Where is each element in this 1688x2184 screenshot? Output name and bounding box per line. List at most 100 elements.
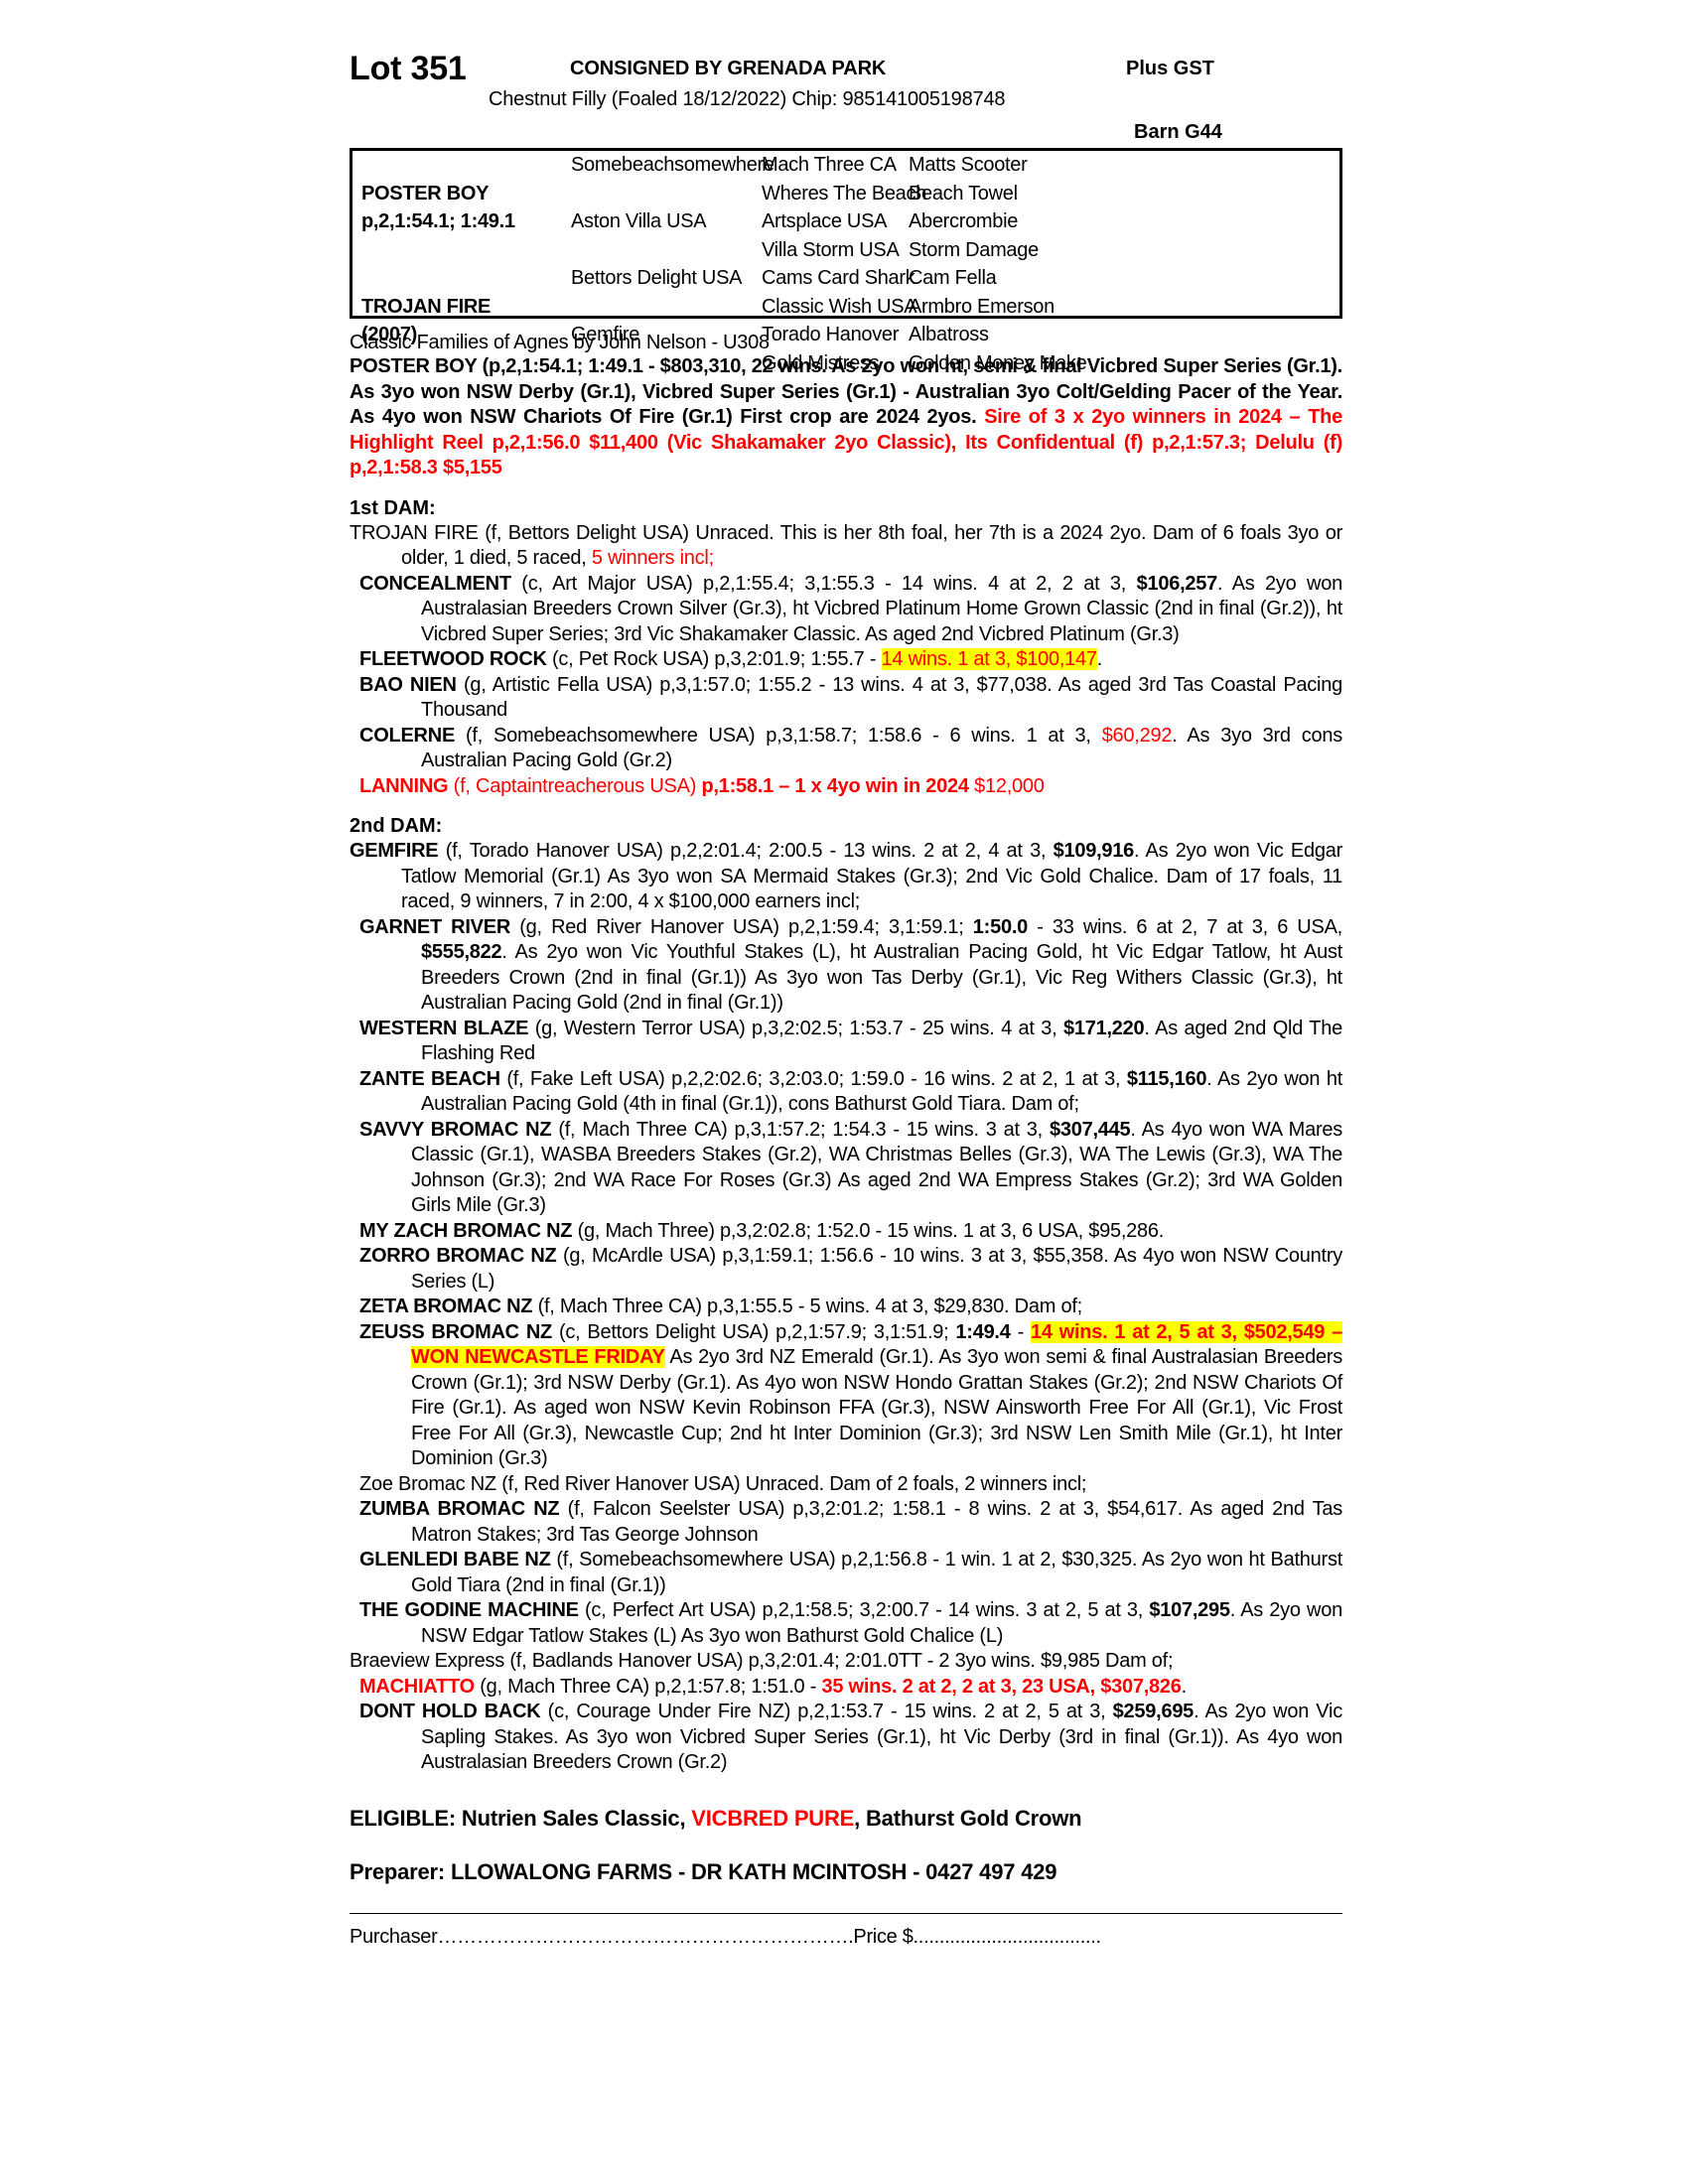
pedigree-col-parents: Somebeachsomewhere Aston Villa USA Betto… bbox=[571, 151, 774, 345]
entry-tail: . As 2yo won Vic Edgar Tatlow Memorial (… bbox=[401, 840, 1342, 912]
entry-name: ZANTE BEACH bbox=[359, 1067, 500, 1090]
entry-garnet-river: GARNET RIVER (g, Red River Hanover USA) … bbox=[350, 915, 1342, 1017]
entry-name: FLEETWOOD ROCK bbox=[359, 648, 547, 670]
pedigree-sire-name: POSTER BOY bbox=[361, 182, 490, 205]
entry-savvy-bromac: SAVVY BROMAC NZ (f, Mach Three CA) p,3,1… bbox=[350, 1118, 1342, 1219]
entry-detail: (g, Western Terror USA) p,3,2:02.5; 1:53… bbox=[528, 1017, 1063, 1039]
entry-name: DONT HOLD BACK bbox=[359, 1701, 541, 1722]
pedigree-gen2-8: Gold Mistress bbox=[762, 351, 880, 374]
entry-name: GEMFIRE bbox=[350, 840, 439, 862]
entry-detail: (f, Mach Three CA) p,3,1:57.2; 1:54.3 - … bbox=[551, 1118, 1050, 1141]
sire-paragraph-black: POSTER BOY (p,2,1:54.1; 1:49.1 - $803,31… bbox=[350, 355, 1342, 428]
entry-money: $106,257 bbox=[1136, 572, 1218, 595]
entry-money: $307,445 bbox=[1049, 1118, 1131, 1141]
entry-name: ZEUSS BROMAC NZ bbox=[359, 1320, 552, 1343]
entry-money: $109,916 bbox=[1053, 840, 1135, 862]
entry-zumba-bromac: ZUMBA BROMAC NZ (f, Falcon Seelster USA)… bbox=[350, 1497, 1342, 1548]
classic-families-line: Classic Families of Agnes by John Nelson… bbox=[350, 332, 770, 353]
entry-name: COLERNE bbox=[359, 724, 456, 747]
pedigree-gen2-6: Classic Wish USA bbox=[762, 295, 917, 318]
entry-money: $555,822 bbox=[421, 941, 502, 963]
entry-detail: (f, Somebeachsomewhere USA) p,3,1:58.7; … bbox=[455, 724, 1102, 747]
entry-name: GARNET RIVER bbox=[359, 915, 511, 938]
pedigree-gen3-2: Beach Towel bbox=[909, 182, 1018, 205]
entry-detail: (c, Pet Rock USA) p,3,2:01.9; 1:55.7 - bbox=[546, 648, 882, 670]
second-dam-heading: 2nd DAM: bbox=[350, 815, 443, 837]
entry-name: ZORRO BROMAC NZ bbox=[359, 1245, 557, 1267]
entry-time: 1:50.0 bbox=[972, 915, 1029, 938]
pedigree-gen2-2: Wheres The Beach bbox=[762, 182, 927, 205]
entry-detail: (f, Fake Left USA) p,2,2:02.6; 3,2:03.0;… bbox=[499, 1067, 1127, 1090]
sire-paragraph-red: Sire of 3 x 2yo winners in 2024 – The Hi… bbox=[350, 406, 1343, 478]
entry-highlight: 14 wins. 1 at 3, $100,147 bbox=[881, 648, 1097, 670]
entry-time: 1:49.4 bbox=[955, 1320, 1011, 1343]
entry-godine-machine: THE GODINE MACHINE (c, Perfect Art USA) … bbox=[350, 1598, 1342, 1649]
entry-zante-beach: ZANTE BEACH (f, Fake Left USA) p,2,2:02.… bbox=[350, 1067, 1342, 1118]
preparer-line: Preparer: LLOWALONG FARMS - DR KATH MCIN… bbox=[350, 1858, 1057, 1884]
consigned-by: CONSIGNED BY GRENADA PARK bbox=[570, 58, 887, 79]
entry-zeuss-bromac: ZEUSS BROMAC NZ (c, Bettors Delight USA)… bbox=[350, 1320, 1342, 1472]
pedigree-col-grandparents: Mach Three CA Wheres The Beach Artsplace… bbox=[762, 151, 927, 374]
entry-money-red: $60,292 bbox=[1101, 724, 1173, 747]
pedigree-gen2-7: Torado Hanover bbox=[762, 324, 900, 345]
eligible-line: ELIGIBLE: Nutrien Sales Classic, VICBRED… bbox=[350, 1806, 1342, 1832]
entry-dont-hold-back: DONT HOLD BACK (c, Courage Under Fire NZ… bbox=[350, 1700, 1342, 1776]
purchaser-line: Purchaser……………………………………………………….Price $..… bbox=[350, 1912, 1342, 1949]
entry-detail: (c, Courage Under Fire NZ) p,2,1:53.7 - … bbox=[540, 1701, 1113, 1722]
entry-braeview-express: Braeview Express (f, Badlands Hanover US… bbox=[350, 1650, 1174, 1672]
entry-tail: . bbox=[1181, 1675, 1188, 1698]
pedigree-gen1-2: Aston Villa USA bbox=[571, 210, 707, 232]
entry-dash: - bbox=[1010, 1320, 1031, 1343]
pedigree-gen3-3: Abercrombie bbox=[909, 210, 1019, 232]
pedigree-gen2-5: Cams Card Shark bbox=[762, 267, 915, 289]
entry-zoe-bromac: Zoe Bromac NZ (f, Red River Hanover USA)… bbox=[359, 1472, 1087, 1495]
entry-name: MY ZACH BROMAC NZ bbox=[359, 1219, 573, 1242]
entry-my-zach-bromac: MY ZACH BROMAC NZ (g, Mach Three) p,3,2:… bbox=[350, 1219, 1342, 1245]
entry-detail: (f, Somebeachsomewhere USA) p,2,1:56.8 -… bbox=[411, 1549, 1342, 1596]
entry-detail: (g, Mach Three) p,3,2:02.8; 1:52.0 - 15 … bbox=[572, 1219, 1165, 1242]
pedigree-col-subject: POSTER BOY p,2,1:54.1; 1:49.1 TROJAN FIR… bbox=[361, 151, 570, 346]
sire-paragraph: POSTER BOY (p,2,1:54.1; 1:49.1 - $803,31… bbox=[350, 354, 1342, 481]
entry-detail: (g, Artistic Fella USA) p,3,1:57.0; 1:55… bbox=[421, 673, 1342, 722]
eligible-vicbred-pure: VICBRED PURE bbox=[691, 1805, 855, 1831]
entry-colerne: COLERNE (f, Somebeachsomewhere USA) p,3,… bbox=[350, 724, 1342, 774]
pedigree-gen1-1: Somebeachsomewhere bbox=[571, 154, 774, 176]
first-dam-intro-red: 5 winners incl; bbox=[591, 547, 714, 569]
entry-highlight-red: 35 wins. 2 at 2, 2 at 3, 23 USA, $307,82… bbox=[821, 1675, 1182, 1698]
entry-tail: . As aged 2nd Qld The Flashing Red bbox=[421, 1017, 1342, 1065]
entry-name: CONCEALMENT bbox=[359, 572, 511, 595]
pedigree-dam-name: TROJAN FIRE bbox=[361, 295, 492, 318]
pedigree-gen2-3: Artsplace USA bbox=[762, 210, 888, 232]
entry-detail: (g, Mach Three CA) p,2,1:57.8; 1:51.0 - bbox=[474, 1675, 822, 1698]
entry-glenledi-babe: GLENLEDI BABE NZ (f, Somebeachsomewhere … bbox=[350, 1548, 1342, 1598]
pedigree-gen3-1: Matts Scooter bbox=[909, 154, 1028, 176]
entry-money: $171,220 bbox=[1062, 1017, 1145, 1039]
entry-machiatto: MACHIATTO (g, Mach Three CA) p,2,1:57.8;… bbox=[350, 1675, 1342, 1701]
entry-zeta-bromac: ZETA BROMAC NZ (f, Mach Three CA) p,3,1:… bbox=[350, 1295, 1342, 1320]
entry-zorro-bromac: ZORRO BROMAC NZ (g, McArdle USA) p,3,1:5… bbox=[350, 1244, 1342, 1295]
barn-label: Barn G44 bbox=[1134, 121, 1222, 143]
entry-detail: (g, McArdle USA) p,3,1:59.1; 1:56.6 - 10… bbox=[411, 1245, 1343, 1293]
pedigree-dam-year: (2007) bbox=[361, 324, 418, 345]
eligible-tail: , Bathurst Gold Crown bbox=[854, 1805, 1082, 1831]
entry-name: ZETA BROMAC NZ bbox=[359, 1296, 533, 1317]
pedigree-gen3-7: Albatross bbox=[909, 324, 989, 345]
pedigree-col-greatgrandparents: Matts Scooter Beach Towel Abercrombie St… bbox=[909, 151, 1087, 374]
first-dam-intro: TROJAN FIRE (f, Bettors Delight USA) Unr… bbox=[350, 521, 1342, 572]
entry-tail: . As 3yo 3rd cons Australian Pacing Gold… bbox=[421, 724, 1343, 772]
eligible-label: ELIGIBLE: Nutrien Sales Classic, bbox=[350, 1805, 692, 1831]
pedigree-gen2-4: Villa Storm USA bbox=[762, 238, 900, 261]
entry-tail: . As 2yo won Vic Youthful Stakes (L), ht… bbox=[421, 941, 1342, 1014]
entry-detail: (c, Bettors Delight USA) p,2,1:57.9; 3,1… bbox=[552, 1320, 956, 1343]
entry-tail: . As 4yo won WA Mares Classic (Gr.1), WA… bbox=[411, 1118, 1342, 1217]
pedigree-gen3-6: Armbro Emerson bbox=[909, 295, 1055, 318]
pedigree-table: POSTER BOY p,2,1:54.1; 1:49.1 TROJAN FIR… bbox=[350, 148, 1342, 374]
pedigree-gen2-1: Mach Three CA bbox=[762, 154, 897, 176]
entry-money: $107,295 bbox=[1149, 1599, 1230, 1621]
pedigree-gen3-5: Cam Fella bbox=[909, 267, 997, 289]
entry-detail: (c, Perfect Art USA) p,2,1:58.5; 3,2:00.… bbox=[578, 1599, 1150, 1621]
entry-tail: . As 2yo won Australasian Breeders Crown… bbox=[421, 572, 1342, 645]
page-header: Lot 351 CONSIGNED BY GRENADA PARK Plus G… bbox=[350, 44, 1342, 143]
entry-money: $259,695 bbox=[1112, 1701, 1195, 1722]
